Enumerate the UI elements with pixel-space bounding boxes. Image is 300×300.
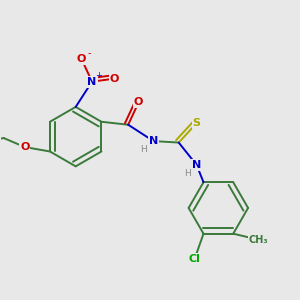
Text: O: O <box>77 54 86 64</box>
Text: CH₃: CH₃ <box>249 235 268 244</box>
Text: -: - <box>87 48 91 59</box>
Text: H: H <box>184 169 190 178</box>
Text: O: O <box>134 98 143 107</box>
Text: N: N <box>87 76 97 87</box>
Text: Cl: Cl <box>189 254 200 264</box>
Text: N: N <box>192 160 201 170</box>
Text: N: N <box>149 136 158 146</box>
Text: +: + <box>95 70 102 80</box>
Text: S: S <box>193 118 200 128</box>
Text: O: O <box>110 74 119 84</box>
Text: H: H <box>141 145 147 154</box>
Text: O: O <box>20 142 29 152</box>
